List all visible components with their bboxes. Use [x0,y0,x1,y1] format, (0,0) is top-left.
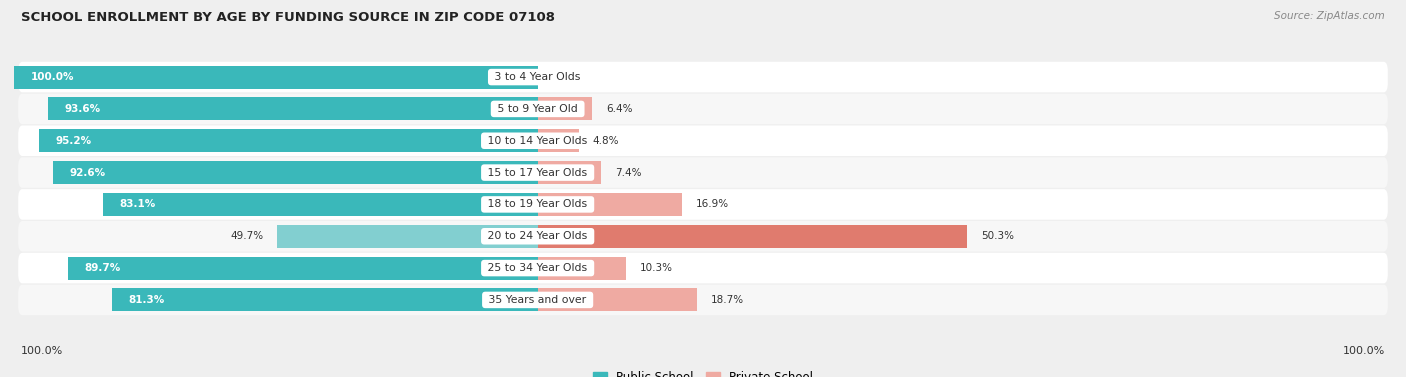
Bar [537,225,967,248]
Text: 10 to 14 Year Olds: 10 to 14 Year Olds [484,136,591,146]
Text: 18.7%: 18.7% [711,295,744,305]
Text: 95.2%: 95.2% [56,136,91,146]
Text: 4.8%: 4.8% [592,136,619,146]
Text: 10.3%: 10.3% [640,263,672,273]
Text: 100.0%: 100.0% [1343,346,1385,356]
Text: 18 to 19 Year Olds: 18 to 19 Year Olds [484,199,591,209]
Text: Source: ZipAtlas.com: Source: ZipAtlas.com [1274,11,1385,21]
Text: 20 to 24 Year Olds: 20 to 24 Year Olds [484,231,591,241]
Legend: Public School, Private School: Public School, Private School [588,366,818,377]
Text: 92.6%: 92.6% [69,168,105,178]
FancyBboxPatch shape [18,157,1388,188]
Text: 7.4%: 7.4% [614,168,641,178]
Bar [39,129,537,152]
Bar [103,193,537,216]
FancyBboxPatch shape [18,189,1388,220]
Text: 5 to 9 Year Old: 5 to 9 Year Old [494,104,581,114]
Text: 100.0%: 100.0% [31,72,75,82]
Text: 50.3%: 50.3% [981,231,1014,241]
Bar [112,288,537,311]
Bar [14,66,537,89]
FancyBboxPatch shape [18,285,1388,315]
Text: 83.1%: 83.1% [120,199,155,209]
Text: SCHOOL ENROLLMENT BY AGE BY FUNDING SOURCE IN ZIP CODE 07108: SCHOOL ENROLLMENT BY AGE BY FUNDING SOUR… [21,11,555,24]
Bar [537,288,697,311]
Text: 100.0%: 100.0% [21,346,63,356]
Bar [53,161,537,184]
Bar [48,97,537,120]
Bar [537,193,682,216]
Text: 3 to 4 Year Olds: 3 to 4 Year Olds [491,72,583,82]
FancyBboxPatch shape [18,93,1388,124]
Text: 93.6%: 93.6% [65,104,100,114]
Text: 49.7%: 49.7% [231,231,264,241]
Text: 15 to 17 Year Olds: 15 to 17 Year Olds [484,168,591,178]
Bar [537,161,600,184]
Text: 81.3%: 81.3% [128,295,165,305]
Text: 89.7%: 89.7% [84,263,121,273]
FancyBboxPatch shape [18,221,1388,251]
Bar [537,97,592,120]
Bar [537,129,579,152]
Bar [277,225,537,248]
FancyBboxPatch shape [18,62,1388,92]
Text: 35 Years and over: 35 Years and over [485,295,591,305]
Text: 6.4%: 6.4% [606,104,633,114]
Bar [537,257,626,280]
Text: 16.9%: 16.9% [696,199,728,209]
FancyBboxPatch shape [18,126,1388,156]
Text: 25 to 34 Year Olds: 25 to 34 Year Olds [484,263,591,273]
FancyBboxPatch shape [18,253,1388,284]
Bar [67,257,537,280]
